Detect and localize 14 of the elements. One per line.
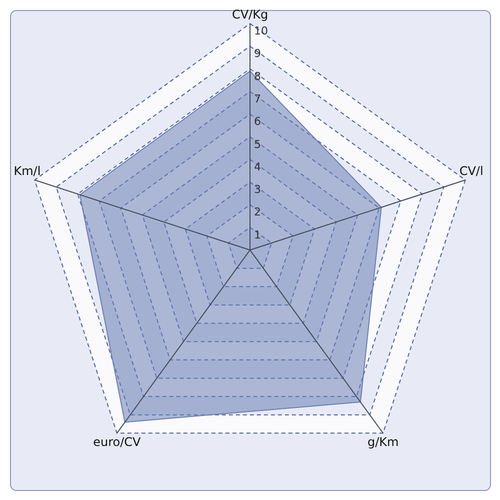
y-tick-label: 7 bbox=[254, 92, 261, 106]
spoke-label: g/Km bbox=[367, 435, 399, 450]
y-tick-label: 5 bbox=[254, 138, 261, 151]
y-tick-label: 10 bbox=[254, 24, 268, 38]
y-tick-label: 9 bbox=[254, 47, 261, 60]
spoke-label: euro/CV bbox=[93, 435, 142, 450]
y-tick-label: 6 bbox=[254, 115, 261, 128]
y-tick-label: 4 bbox=[254, 160, 261, 174]
spoke-label: Km/l bbox=[14, 164, 41, 178]
y-tick-label: 2 bbox=[254, 206, 261, 219]
spoke-label: CV/Kg bbox=[232, 8, 268, 22]
y-tick-label: 3 bbox=[254, 183, 261, 196]
spoke-label: CV/l bbox=[459, 164, 484, 178]
y-tick-label: 1 bbox=[254, 228, 261, 242]
